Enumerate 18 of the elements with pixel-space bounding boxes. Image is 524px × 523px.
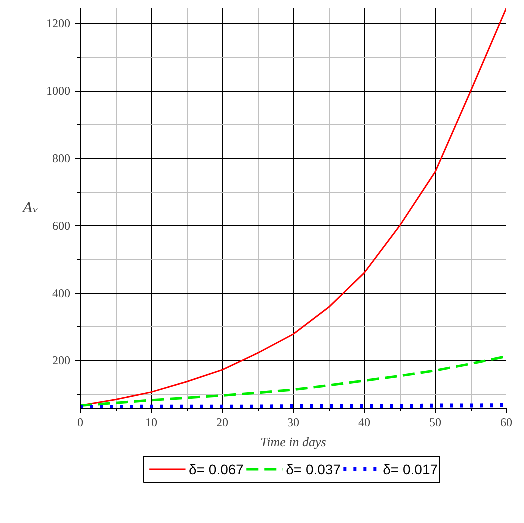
x-tick-label: 10 [146,416,158,430]
legend-label: δ= 0.037 [286,462,342,478]
x-tick-label: 60 [500,416,512,430]
y-tick-label: 1200 [46,16,70,31]
y-tick-label: 200 [52,354,70,368]
x-tick-label: 20 [216,416,228,430]
x-tick-label: 50 [430,416,442,430]
y-tick-label: 1000 [46,84,70,98]
y-tick-label: 800 [52,151,70,166]
x-tick-label: 30 [288,416,300,430]
x-axis-title: Time in days [260,434,326,450]
x-tick-label: 40 [358,416,370,430]
y-axis-title: Aᵥ [21,200,38,216]
y-tick-label: 600 [52,218,70,233]
x-tick-label: 0 [78,416,84,430]
legend-label: δ= 0.067 [189,462,244,478]
legend-label: δ= 0.017 [383,462,438,478]
y-tick-label: 400 [52,286,70,300]
